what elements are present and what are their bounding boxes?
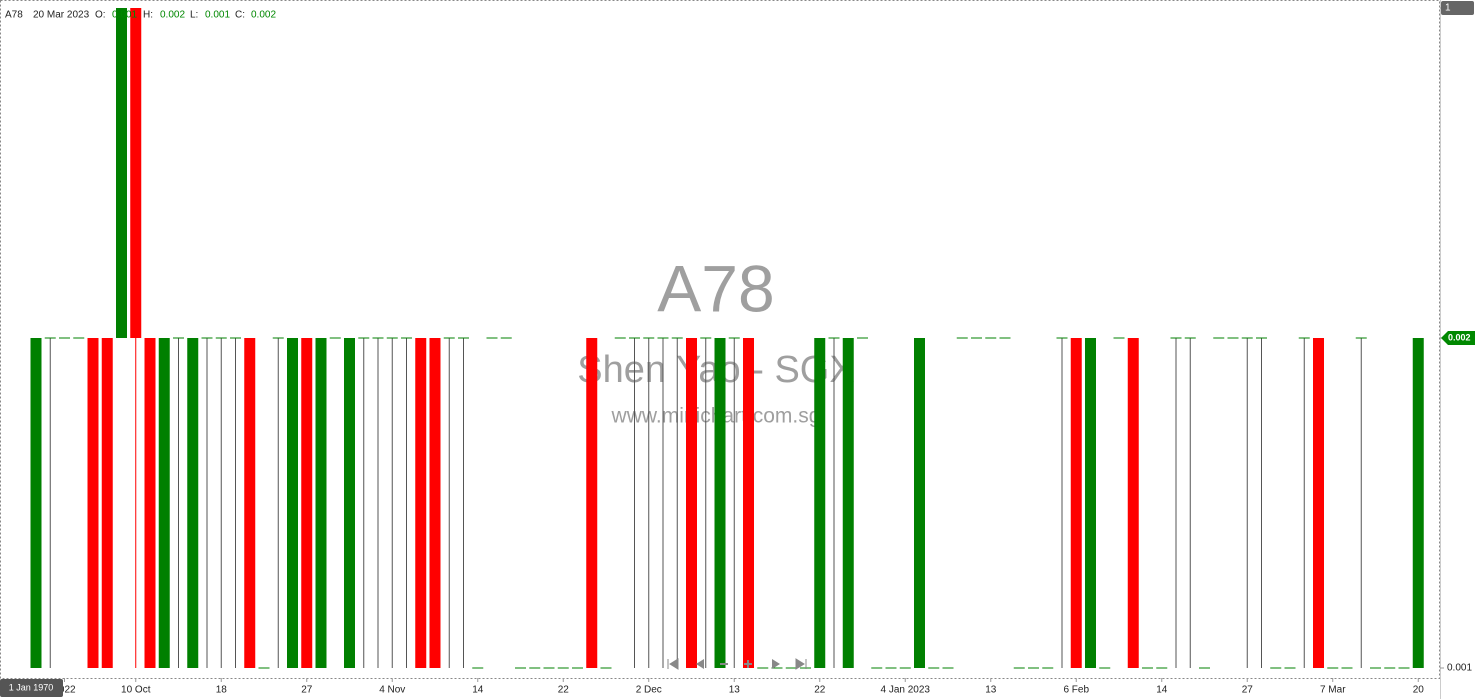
nav-prev[interactable] [696,659,704,669]
x-tick-label: 10 Oct [121,685,151,696]
open-label: O: [95,10,106,21]
nav-last[interactable] [795,658,807,670]
candle-body [130,8,142,338]
x-tick-label: 13 [729,685,741,696]
candle-body [101,338,113,668]
nav-first[interactable] [667,658,679,670]
nav-next[interactable] [772,659,780,669]
date: 20 Mar 2023 [33,10,90,21]
high-value: 0.002 [160,10,185,21]
candle-body [714,338,726,668]
x-tick-label: 14 [472,685,484,696]
x-tick-label: 20 [1413,685,1425,696]
close-label: C: [235,10,245,21]
nav-controls[interactable] [667,658,807,670]
candle-body [344,338,355,668]
cursor-date: 1 Jan 1970 [9,682,54,692]
x-tick-label: 7 Mar [1320,685,1346,696]
low-value: 0.001 [205,10,230,21]
candle-body [244,338,256,668]
x-tick-label: 22 [814,685,826,696]
plot-frame [0,0,1440,679]
y-tick-label: 0.001 [1447,663,1472,674]
x-tick-label: 18 [216,685,228,696]
candle-body [158,338,170,668]
y-tick-tag [1441,331,1475,345]
candle-body [187,338,199,668]
candle-body [144,338,156,668]
candle-body [87,338,99,668]
x-tick-label: 13 [985,685,997,696]
candle-body [743,338,754,668]
candle-body [429,338,441,668]
candle-body [1412,338,1424,668]
candle-body [1070,338,1082,668]
x-tick-label: 6 Feb [1063,685,1089,696]
candle-body [30,338,42,668]
y-tick-box [1441,1,1474,15]
y-tick-label: 1 [1445,3,1451,14]
candle-body [1313,338,1324,668]
candle-body [686,338,697,668]
candle-body [586,338,598,668]
candle-body [814,338,826,668]
x-tick-label: 2022 [53,685,76,696]
x-tick-label: 4 Jan 2023 [881,685,931,696]
header: A78 20 Mar 2023 O: 0.001 H: 0.002 L: 0.0… [5,10,276,21]
x-tick-label: 22 [558,685,570,696]
watermark-ticker: A78 [657,251,774,325]
x-tick-label: 2 Dec [636,685,662,696]
cursor-date-box [0,679,63,697]
candle-body [315,338,327,668]
x-tick-label: 27 [301,685,313,696]
candle-body [914,338,925,668]
open-value: 0.001 [112,10,137,21]
candle-body [415,338,427,668]
x-tick-label: 14 [1156,685,1168,696]
candle-body [1085,338,1096,668]
close-value: 0.002 [251,10,276,21]
x-tick-label: 4 Nov [379,685,405,696]
candle-body [116,8,127,338]
symbol: A78 [5,10,23,21]
high-label: H: [143,10,153,21]
nav-zoom-in[interactable] [744,660,752,668]
candle-body [1127,338,1139,668]
candle-body [842,338,854,668]
x-tick-label: 27 [1242,685,1254,696]
y-tick-label: 0.002 [1448,332,1471,342]
candle-body [287,338,298,668]
low-label: L: [190,10,198,21]
candle-body [301,338,313,668]
